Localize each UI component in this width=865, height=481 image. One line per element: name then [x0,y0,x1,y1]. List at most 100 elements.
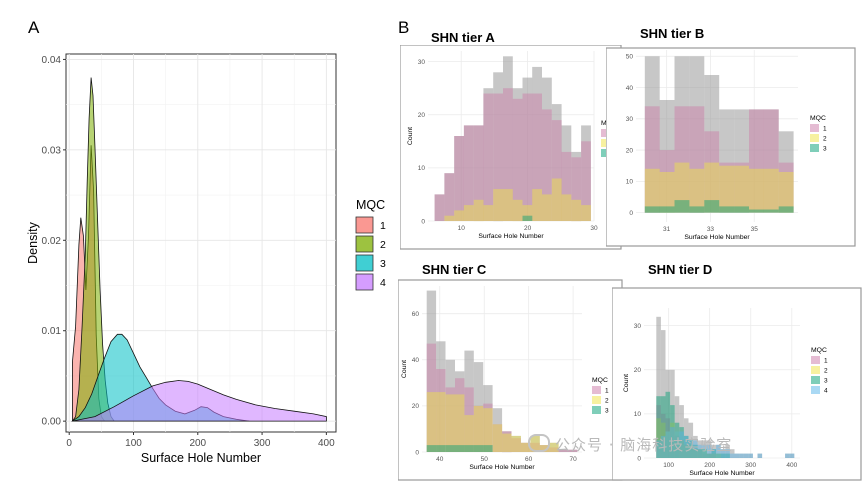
hist-bar-mqc-1 [464,387,474,452]
hist-bar-mqc-1 [492,424,503,452]
hist-bar-mqc-1 [463,125,474,221]
legend-key [811,366,820,374]
hist-bar-mqc-2 [778,172,794,213]
hist-bar-mqc-2 [704,162,720,213]
hist-bar-total [660,330,666,458]
x-tick-label: 400 [786,462,797,469]
y-tick-label: 0.02 [42,236,62,247]
hist-bar-mqc-2 [674,162,690,213]
hist-bar-mqc-1 [665,418,671,458]
legend-label: 3 [380,258,386,270]
tier-a-title: SHN tier A [431,30,495,45]
legend-label: 1 [380,220,386,232]
hist-bar-total [704,75,720,213]
hist-bar-total [729,449,735,458]
hist-bar-mqc-2 [670,422,675,458]
hist-bar-mqc-1 [561,151,572,221]
hist-bar-total [463,125,474,221]
hist-bar-total [434,194,445,221]
hist-bar-mqc-3 [473,445,484,452]
hist-bar-mqc-1 [568,449,578,452]
hist-bar-total [656,316,661,458]
hist-bar-mqc-1 [522,93,533,221]
hist-bar-mqc-3 [778,206,794,213]
y-tick-label: 40 [626,85,634,92]
hist-bar-mqc-2 [463,205,474,221]
hist-bar-mqc-3 [670,405,675,458]
hist-bar-total [785,453,790,458]
hist-bar-total [674,396,680,458]
hist-bar-mqc-2 [581,205,591,221]
hist-bar-mqc-2 [426,392,437,452]
legend-label: 3 [824,378,828,385]
hist-bar-mqc-2 [656,418,661,458]
hist-bar-total [549,442,559,452]
hist-bar-total [674,56,690,213]
legend-key [811,386,820,394]
x-axis-label: Surface Hole Number [684,234,750,241]
hist-bar-mqc-4 [660,435,666,458]
x-tick-label: 10 [458,225,466,232]
x-tick-label: 33 [707,226,715,233]
x-axis-label: Surface Hole Number [141,451,261,465]
hist-bar-mqc-1 [679,440,684,458]
hist-bar-mqc-1 [693,449,698,458]
hist-bar-mqc-2 [455,394,465,452]
legend-title: MQC [810,115,826,122]
legend-label: 1 [823,126,827,133]
legend-label: 3 [823,146,827,153]
legend-title: MQC [356,198,385,212]
legend-label: 1 [605,388,609,395]
hist-bar-total [426,290,437,452]
hist-bar-mqc-3 [683,435,689,458]
hist-bar-total [734,453,740,458]
hist-bar-total [473,362,484,452]
y-tick-label: 0 [637,455,641,462]
hist-bar-total [763,109,779,213]
hist-bar-mqc-1 [719,162,735,213]
hist-bar-mqc-1 [558,449,568,452]
hist-bar-mqc-4 [757,453,763,458]
hist-bar-total [568,449,578,452]
hist-bar-total [444,173,455,221]
hist-bar-mqc-2 [763,168,779,213]
hist-bar-mqc-3 [706,453,712,458]
hist-bar-total [689,56,705,213]
hist-bar-total [748,453,753,458]
hist-bar-total [734,109,749,213]
hist-bar-mqc-1 [532,93,542,221]
panel-a-label: A [28,18,40,37]
y-tick-label: 30 [634,323,642,330]
hist-bar-total [483,385,493,452]
hist-bar-total [679,405,684,458]
hist-bar-mqc-3 [464,445,474,452]
x-tick-label: 60 [525,456,533,463]
hist-bar-total [571,151,582,221]
hist-bar-mqc-2 [444,215,455,221]
hist-bar-mqc-3 [659,206,675,213]
legend-label: 2 [605,398,609,405]
hist-bar-mqc-2 [734,165,749,213]
hist-bar-total [581,125,591,221]
hist-bar-mqc-2 [683,444,689,458]
watermark-text: 公众号 · 脑海科技实验室 [555,436,733,454]
hist-bar-mqc-4 [674,431,680,458]
hist-bar-mqc-1 [688,449,694,458]
hist-bar-mqc-3 [719,206,735,213]
hist-bar-mqc-3 [711,449,717,458]
hist-bar-total [644,56,660,213]
y-tick-label: 0 [629,210,633,217]
hist-bar-mqc-3 [674,422,680,458]
y-tick-label: 10 [418,165,426,172]
y-tick-label: 50 [626,54,634,61]
hist-bar-mqc-1 [551,120,562,221]
hist-bar-total [520,442,531,452]
y-tick-label: 20 [412,403,420,410]
hist-bar-total [665,369,671,458]
hist-bar-total [473,125,484,221]
hist-bar-mqc-3 [734,206,749,213]
hist-bar-mqc-1 [670,427,675,458]
hist-bar-total [561,125,572,221]
hist-bar-total [720,449,726,458]
hist-bar-mqc-1 [473,405,484,452]
